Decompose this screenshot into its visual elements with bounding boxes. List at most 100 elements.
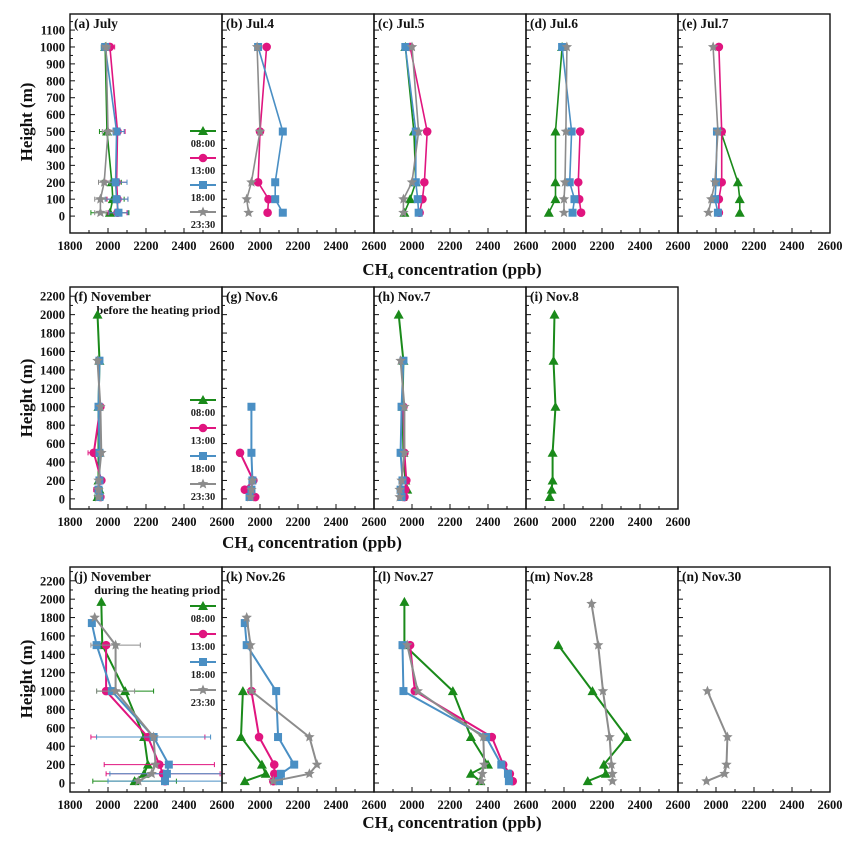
data-point [247,402,256,411]
y-tick-label: 1400 [40,648,65,662]
y-tick-label: 1100 [41,24,65,38]
x-tick-label: 2400 [780,798,805,812]
series-2330 [586,598,618,786]
x-axis-title-main: CH [362,260,388,279]
y-tick-label: 600 [46,108,65,122]
series-2330 [402,639,490,786]
panel-title: (c) Jul.5 [378,16,425,31]
data-point [112,127,121,136]
data-point [703,207,714,218]
panel--h-nov-7: 2000 2200 2400 2600 (h) Nov.7 [373,286,539,529]
data-point [503,769,512,778]
panel--i-nov-8: 2000 2200 2400 2600 (i) Nov.8 [525,286,691,529]
data-point [576,208,586,218]
x-tick-label: 2400 [628,515,653,529]
plot-frame [221,566,375,793]
data-point [398,193,409,204]
series-2330 [398,41,424,218]
data-point [476,775,487,786]
series-1800 [240,619,299,786]
data-point [565,178,574,187]
x-tick-label: 2600 [514,239,539,253]
data-point [278,127,287,136]
y-tick-label: 1400 [40,363,65,377]
x-tick-label: 2600 [210,798,235,812]
series-2330 [558,41,573,218]
series-line [406,644,486,782]
data-point [89,612,100,622]
data-point [93,484,104,495]
panel--d-jul-6: 2000 2200 2400 2600 (d) Jul.6 [525,13,691,253]
y-tick-label: 0 [59,210,65,224]
data-point [150,759,161,770]
y-tick-label: 800 [46,703,65,717]
data-point [268,775,279,786]
x-tick-label: 2600 [362,798,387,812]
legend-label: 08:00 [191,614,216,625]
data-point [98,176,110,187]
data-point [592,639,604,650]
panel-title: (k) Nov.26 [226,569,286,584]
data-point [399,401,410,412]
data-point [251,41,263,52]
data-point [394,484,405,495]
y-tick-label: 300 [46,159,65,173]
y-tick-label: 1200 [40,666,65,680]
legend-marker [198,126,208,135]
y-tick-label: 200 [46,474,65,488]
data-point [406,41,418,52]
x-tick-label: 2400 [628,798,653,812]
y-tick-label: 0 [59,492,65,506]
data-point [550,126,561,136]
data-point [560,126,572,136]
data-point [713,208,722,217]
data-point [245,639,256,650]
data-point [239,776,250,786]
panel-title: (l) Nov.27 [378,569,434,584]
x-tick-label: 2000 [704,239,729,253]
panel-title: (b) Jul.4 [226,16,274,31]
legend: 08:00 13:00 18:00 23:30 [190,395,216,503]
data-point [722,731,733,742]
data-point [148,731,159,742]
legend-label: 13:00 [191,436,216,447]
x-tick-label: 2400 [476,515,501,529]
panel-title: (m) Nov.28 [530,569,593,584]
plot-frame [525,13,679,234]
x-axis-title-rest: concentration (ppb) [393,260,541,279]
panel--f-november: 0 200 400 600 800 1000 1200 1400 1600 1800 2000 220… [40,286,235,529]
data-point [406,176,418,187]
x-tick-label: 2200 [286,798,311,812]
legend-label: 13:00 [191,642,216,653]
y-axis-title-row-3: Height (m) [17,640,36,719]
data-point [274,733,283,742]
series-2330 [245,474,258,502]
data-point [146,768,157,779]
data-point [547,447,558,457]
data-point [607,775,618,786]
y-tick-label: 800 [46,419,65,433]
data-point [394,491,405,502]
legend-marker [199,452,207,460]
x-axis-title-rest: concentration (ppb) [254,533,402,552]
data-point [247,448,256,457]
data-point [264,194,273,204]
plot-frame [677,13,831,234]
legend: 08:00 13:00 18:00 23:30 [190,126,216,231]
data-point [269,769,279,779]
data-point [422,127,432,136]
x-axis-title-rest: concentration (ppb) [393,813,541,832]
data-point [161,777,169,786]
panel--e-jul-7: 2000 2200 2400 2600 (e) Jul.7 [677,13,843,253]
data-point [711,195,720,204]
data-point [701,775,712,786]
y-tick-label: 2000 [40,308,65,322]
data-point [447,686,458,696]
data-point [399,447,410,458]
data-point [240,619,249,628]
y-tick-label: 200 [46,758,65,772]
x-tick-label: 2200 [286,515,311,529]
data-point [412,685,423,696]
series-2330 [701,685,733,786]
